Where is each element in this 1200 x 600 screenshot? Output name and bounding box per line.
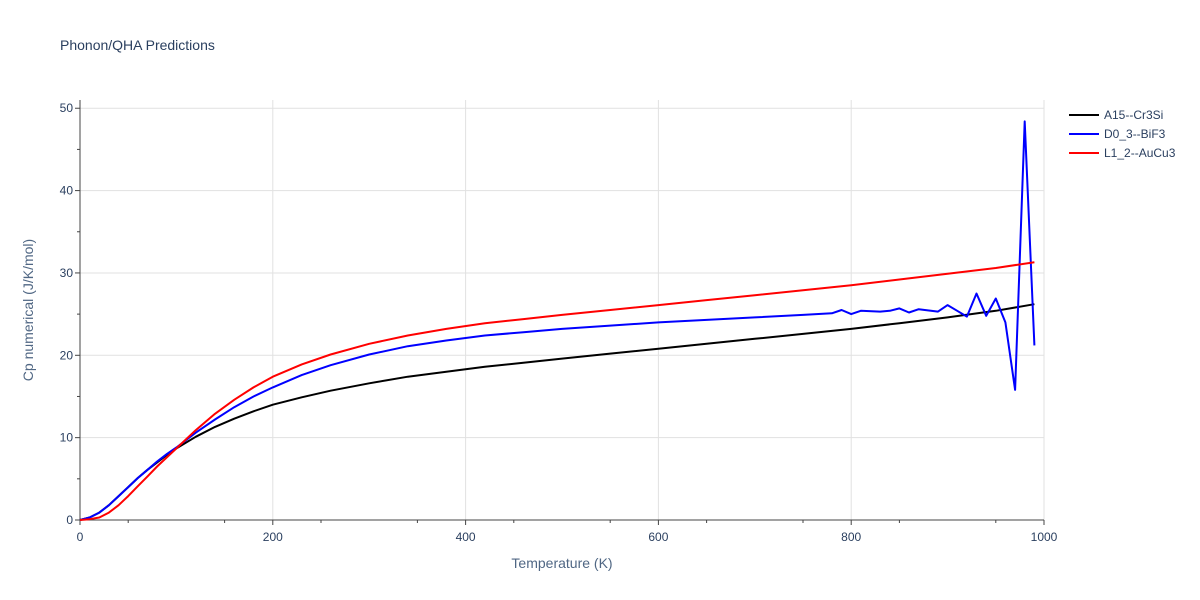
grid: [80, 100, 1045, 520]
x-tick-label: 0: [77, 530, 84, 544]
x-tick-label: 400: [456, 530, 476, 544]
y-tick-label: 10: [60, 431, 74, 445]
chart-title: Phonon/QHA Predictions: [60, 37, 215, 53]
legend-label: A15--Cr3Si: [1104, 108, 1163, 122]
x-tick-label: 800: [841, 530, 861, 544]
y-tick-label: 20: [60, 348, 74, 362]
x-tick-label: 1000: [1031, 530, 1058, 544]
legend[interactable]: A15--Cr3Si D0_3--BiF3 L1_2--AuCu3: [1069, 108, 1176, 160]
x-axis-label: Temperature (K): [511, 555, 612, 571]
series-line-2[interactable]: [79, 261, 1035, 521]
legend-item-1[interactable]: D0_3--BiF3: [1069, 127, 1166, 141]
legend-label: D0_3--BiF3: [1104, 127, 1166, 141]
y-axis-label: Cp numerical (J/K/mol): [20, 239, 36, 381]
axes: 0 200 400 600 800 1000 0 10 20 30 40 50: [60, 100, 1058, 544]
x-tick-label: 200: [263, 530, 283, 544]
y-tick-label: 30: [60, 266, 74, 280]
series-line-0[interactable]: [79, 303, 1035, 521]
y-tick-label: 40: [60, 184, 74, 198]
legend-item-0[interactable]: A15--Cr3Si: [1069, 108, 1163, 122]
legend-item-2[interactable]: L1_2--AuCu3: [1069, 146, 1176, 160]
y-tick-label: 50: [60, 101, 74, 115]
y-tick-label: 0: [66, 513, 73, 527]
x-tick-label: 600: [648, 530, 668, 544]
legend-label: L1_2--AuCu3: [1104, 146, 1176, 160]
series-line-1[interactable]: [79, 120, 1036, 521]
plot-lines: [79, 120, 1036, 521]
